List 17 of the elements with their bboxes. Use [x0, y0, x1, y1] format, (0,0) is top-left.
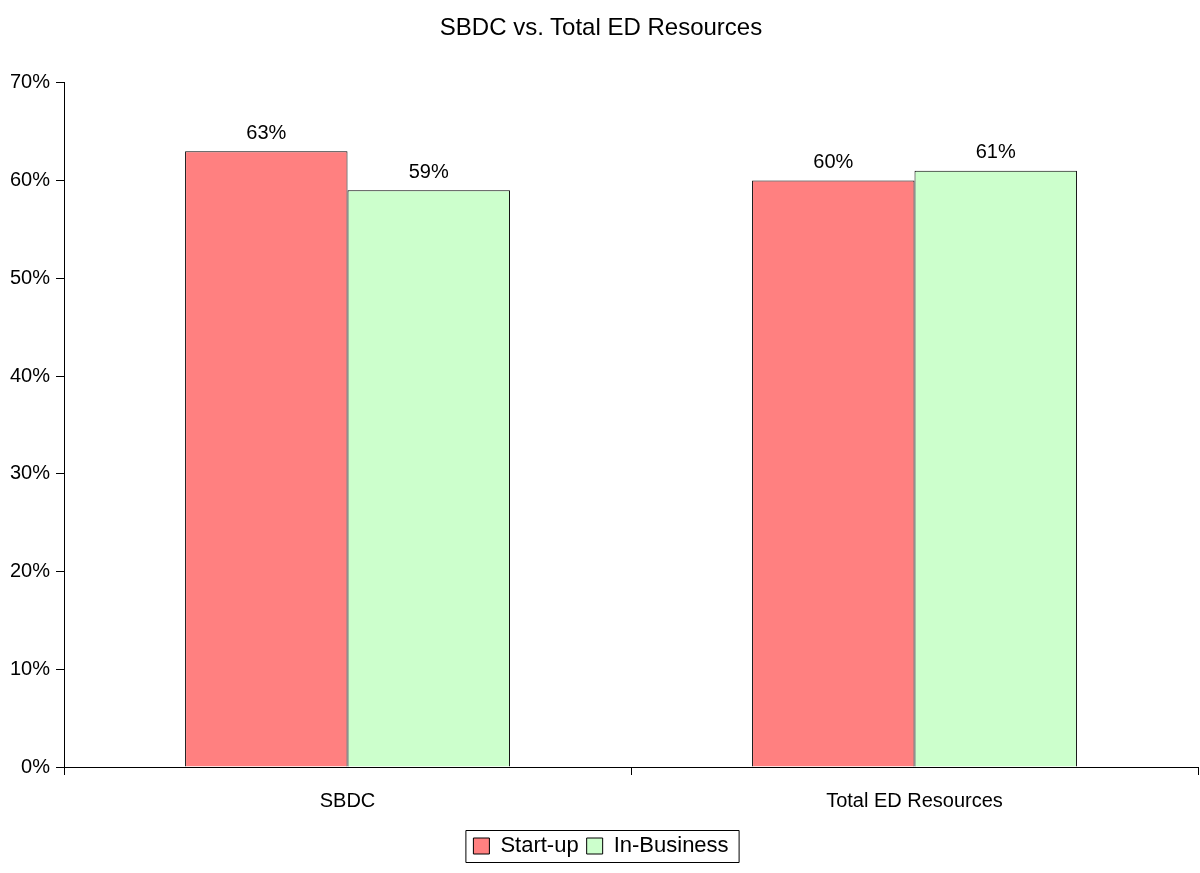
y-tick-label: 70% [10, 70, 51, 93]
legend-label: In-Business [613, 832, 729, 858]
y-tick-label: 60% [10, 168, 51, 191]
chart-title: SBDC vs. Total ED Resources [439, 13, 763, 41]
y-tick-label: 40% [10, 363, 51, 386]
y-tick-label: 20% [10, 559, 51, 582]
y-tick-label: 0% [21, 754, 51, 777]
x-tick-label: Total ED Resources [826, 788, 1003, 811]
y-tick-label: 10% [10, 656, 51, 679]
data-label: 60% [813, 150, 854, 173]
data-label: 61% [975, 140, 1016, 163]
data-label: 59% [408, 159, 449, 182]
y-tick-label: 30% [10, 461, 51, 484]
data-label: 63% [246, 120, 287, 143]
legend-label: Start-up [500, 832, 579, 858]
y-tick-label: 50% [10, 265, 51, 288]
x-tick-label: SBDC [319, 788, 376, 811]
